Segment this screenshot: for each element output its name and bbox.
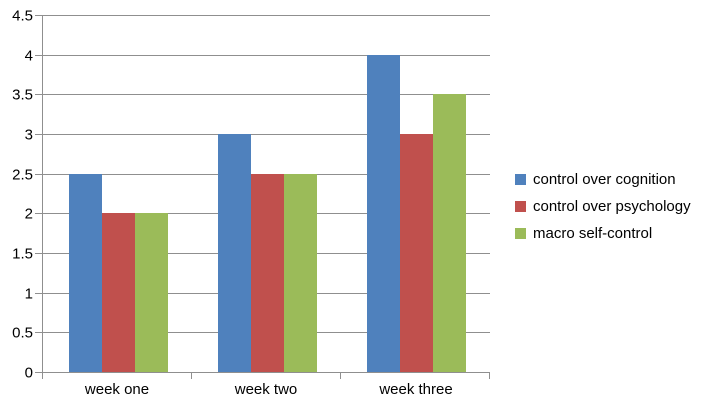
bar-series2-cat1	[102, 213, 135, 372]
legend-swatch-cognition-icon	[515, 173, 526, 185]
x-axis-tick	[191, 372, 192, 379]
y-axis-tick-label: 3.5	[12, 86, 33, 104]
y-axis-tick	[35, 213, 43, 214]
y-axis-tick-label: 2	[24, 205, 33, 223]
x-axis-tick	[340, 372, 341, 379]
y-axis-tick-label: 4.5	[12, 7, 33, 25]
legend-label-cognition: control over cognition	[533, 170, 676, 188]
x-axis-label-week-one: week one	[84, 381, 150, 398]
bar-series1-cat3	[367, 55, 400, 372]
bar-series2-cat2	[251, 174, 284, 372]
bar-series1-cat2	[218, 134, 251, 372]
y-axis-tick-label: 2.5	[12, 166, 33, 184]
gridline	[43, 15, 490, 16]
y-axis-tick-label: 3	[24, 126, 33, 144]
legend-item-psychology: control over psychology	[515, 195, 691, 217]
bar-series3-cat3	[433, 94, 466, 372]
y-axis-tick	[35, 293, 43, 294]
legend-swatch-macro-icon	[515, 227, 526, 239]
legend-swatch-psychology-icon	[515, 200, 526, 212]
y-axis-line	[42, 15, 43, 372]
legend-item-cognition: control over cognition	[515, 168, 691, 190]
x-axis-label-week-three: week three	[379, 381, 453, 398]
bar-series3-cat1	[135, 213, 168, 372]
y-axis-tick-label: 1.5	[12, 245, 33, 263]
legend-label-macro: macro self-control	[533, 224, 653, 242]
gridline	[43, 55, 490, 56]
x-axis-label-week-two: week two	[234, 381, 298, 398]
y-axis-tick-label: 4	[24, 47, 33, 65]
x-axis-line	[42, 372, 490, 373]
legend-label-psychology: control over psychology	[533, 197, 691, 215]
legend: control over cognition control over psyc…	[515, 168, 691, 249]
y-axis-tick	[35, 372, 43, 373]
legend-item-macro: macro self-control	[515, 222, 691, 244]
x-axis-tick	[42, 372, 43, 379]
y-axis-tick	[35, 332, 43, 333]
y-axis-tick	[35, 94, 43, 95]
y-axis-tick	[35, 55, 43, 56]
gridline	[43, 134, 490, 135]
y-axis-tick-label: 1	[24, 285, 33, 303]
y-axis-tick-label: 0	[24, 364, 33, 382]
bar-series2-cat3	[400, 134, 433, 372]
gridline	[43, 94, 490, 95]
x-axis-tick	[489, 372, 490, 379]
y-axis-tick	[35, 134, 43, 135]
y-axis-tick	[35, 253, 43, 254]
y-axis-tick	[35, 174, 43, 175]
bar-series1-cat1	[69, 174, 102, 372]
y-axis-tick-label: 0.5	[12, 324, 33, 342]
bar-series3-cat2	[284, 174, 317, 372]
y-axis-tick	[35, 15, 43, 16]
